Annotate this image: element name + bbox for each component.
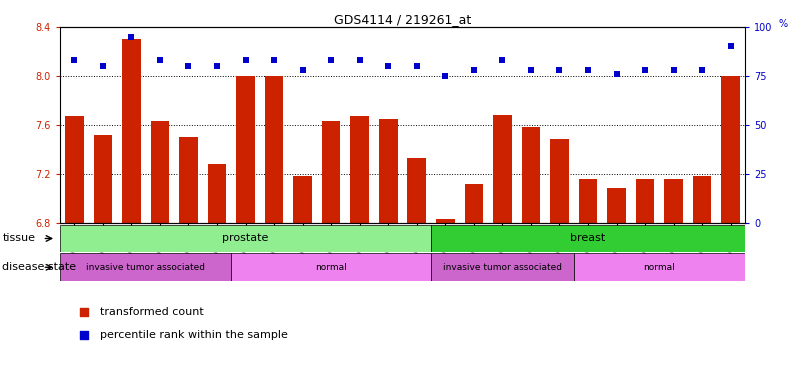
Text: breast: breast — [570, 233, 606, 243]
Text: prostate: prostate — [223, 233, 269, 243]
Bar — [350, 116, 369, 223]
Bar — [578, 179, 598, 223]
Point — [68, 57, 81, 63]
Point — [211, 63, 223, 69]
Point — [182, 63, 195, 69]
Bar — [293, 176, 312, 223]
Text: normal: normal — [316, 263, 347, 272]
Point — [410, 63, 423, 69]
Bar — [550, 139, 569, 223]
Bar — [322, 121, 340, 223]
Point — [239, 57, 252, 63]
Bar — [636, 179, 654, 223]
Bar — [94, 135, 112, 223]
Bar — [60, 253, 231, 281]
Point — [382, 63, 395, 69]
Text: tissue: tissue — [2, 233, 35, 243]
Point — [353, 57, 366, 63]
Bar — [179, 137, 198, 223]
Text: invasive tumor associated: invasive tumor associated — [443, 263, 562, 272]
Bar — [60, 225, 431, 252]
Point — [496, 57, 509, 63]
Bar — [574, 253, 745, 281]
Point — [667, 67, 680, 73]
Bar — [236, 76, 255, 223]
Bar — [265, 76, 284, 223]
Point — [468, 67, 481, 73]
Bar — [465, 184, 483, 223]
Point — [439, 73, 452, 79]
Bar — [722, 76, 740, 223]
Bar — [65, 116, 83, 223]
Bar — [693, 176, 711, 223]
Bar — [521, 127, 540, 223]
Point — [324, 57, 337, 63]
Bar — [207, 164, 227, 223]
Bar — [408, 158, 426, 223]
Point — [125, 34, 138, 40]
Text: disease state: disease state — [2, 262, 77, 272]
Point — [96, 63, 109, 69]
Bar — [379, 119, 397, 223]
Bar — [231, 253, 431, 281]
Point — [525, 67, 537, 73]
Bar — [607, 189, 626, 223]
Point — [582, 67, 594, 73]
Point — [296, 67, 309, 73]
Bar — [436, 219, 455, 223]
Point — [610, 71, 623, 77]
Text: normal: normal — [643, 263, 675, 272]
Point — [696, 67, 709, 73]
Bar — [122, 39, 141, 223]
Text: invasive tumor associated: invasive tumor associated — [87, 263, 205, 272]
Text: percentile rank within the sample: percentile rank within the sample — [100, 330, 288, 340]
Point — [268, 57, 280, 63]
Bar — [431, 225, 745, 252]
Y-axis label: %: % — [778, 19, 787, 29]
Bar — [664, 179, 683, 223]
Text: transformed count: transformed count — [100, 306, 204, 316]
Point — [154, 57, 167, 63]
Title: GDS4114 / 219261_at: GDS4114 / 219261_at — [334, 13, 471, 26]
Bar — [493, 115, 512, 223]
Bar — [431, 253, 574, 281]
Point — [638, 67, 651, 73]
Bar — [151, 121, 169, 223]
Point — [724, 43, 737, 50]
Point — [343, 184, 356, 190]
Point — [553, 67, 566, 73]
